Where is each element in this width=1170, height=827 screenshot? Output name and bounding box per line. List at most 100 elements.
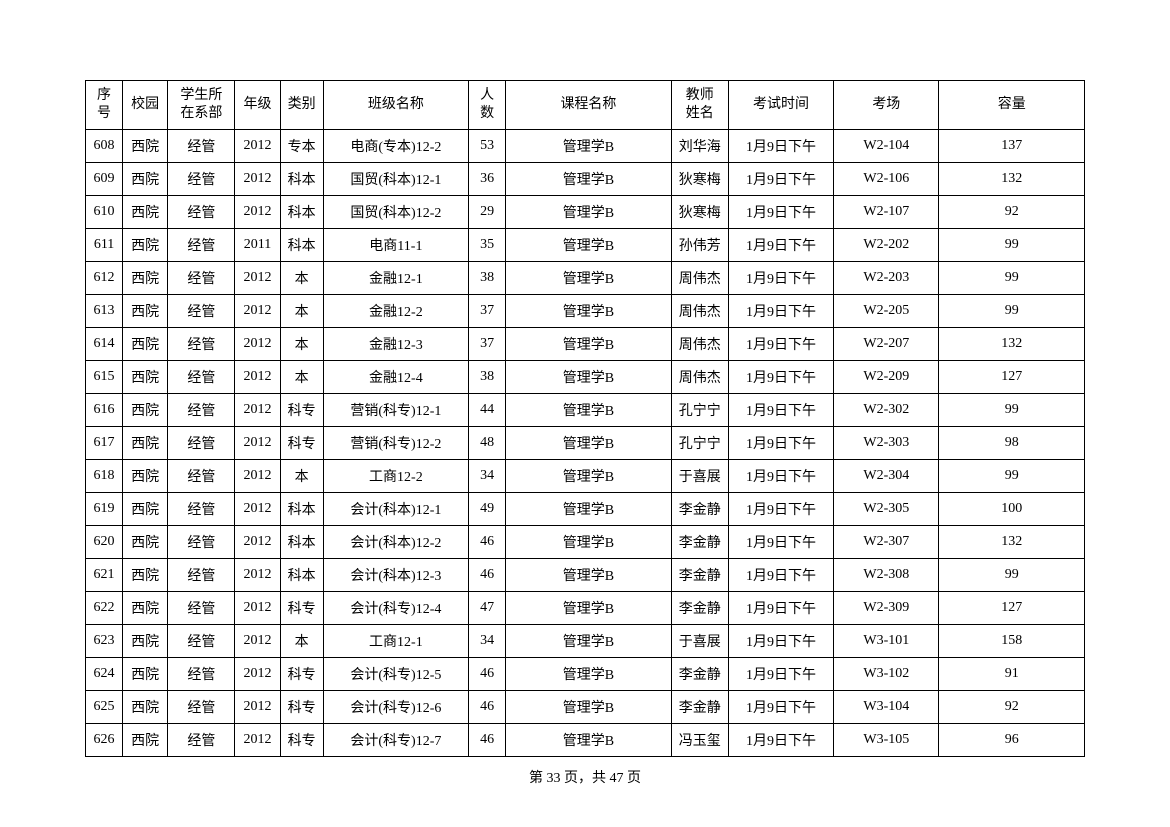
cell-course: 管理学B xyxy=(506,592,671,625)
table-header: 序号 校园 学生所在系部 年级 类别 班级名称 人数 课程名称 教师姓名 考试时… xyxy=(86,81,1085,130)
cell-dept: 经管 xyxy=(168,262,235,295)
cell-class: 电商(专本)12-2 xyxy=(323,130,468,163)
cell-class: 金融12-4 xyxy=(323,361,468,394)
cell-capacity: 98 xyxy=(939,427,1085,460)
table-row: 619西院经管2012科本会计(科本)12-149管理学B李金静1月9日下午W2… xyxy=(86,493,1085,526)
table-row: 610西院经管2012科本国贸(科本)12-229管理学B狄寒梅1月9日下午W2… xyxy=(86,196,1085,229)
cell-type: 本 xyxy=(280,262,323,295)
cell-room: W2-104 xyxy=(834,130,939,163)
cell-count: 44 xyxy=(469,394,506,427)
exam-schedule-table: 序号 校园 学生所在系部 年级 类别 班级名称 人数 课程名称 教师姓名 考试时… xyxy=(85,80,1085,757)
cell-seq: 620 xyxy=(86,526,123,559)
cell-class: 会计(科本)12-3 xyxy=(323,559,468,592)
header-room: 考场 xyxy=(834,81,939,130)
cell-count: 46 xyxy=(469,559,506,592)
cell-course: 管理学B xyxy=(506,130,671,163)
cell-teacher: 孙伟芳 xyxy=(671,229,728,262)
cell-capacity: 132 xyxy=(939,328,1085,361)
cell-capacity: 99 xyxy=(939,229,1085,262)
cell-count: 47 xyxy=(469,592,506,625)
cell-dept: 经管 xyxy=(168,295,235,328)
cell-teacher: 周伟杰 xyxy=(671,361,728,394)
cell-course: 管理学B xyxy=(506,724,671,757)
cell-room: W2-309 xyxy=(834,592,939,625)
cell-course: 管理学B xyxy=(506,658,671,691)
cell-course: 管理学B xyxy=(506,361,671,394)
cell-dept: 经管 xyxy=(168,361,235,394)
cell-grade: 2012 xyxy=(235,493,280,526)
cell-campus: 西院 xyxy=(123,691,168,724)
cell-room: W2-205 xyxy=(834,295,939,328)
cell-seq: 613 xyxy=(86,295,123,328)
cell-dept: 经管 xyxy=(168,394,235,427)
cell-course: 管理学B xyxy=(506,328,671,361)
cell-time: 1月9日下午 xyxy=(728,130,833,163)
cell-time: 1月9日下午 xyxy=(728,658,833,691)
cell-type: 科专 xyxy=(280,724,323,757)
cell-dept: 经管 xyxy=(168,724,235,757)
cell-type: 科专 xyxy=(280,658,323,691)
cell-campus: 西院 xyxy=(123,163,168,196)
cell-capacity: 99 xyxy=(939,460,1085,493)
cell-class: 金融12-2 xyxy=(323,295,468,328)
cell-capacity: 100 xyxy=(939,493,1085,526)
cell-type: 科本 xyxy=(280,559,323,592)
cell-grade: 2012 xyxy=(235,295,280,328)
cell-type: 科专 xyxy=(280,592,323,625)
page-footer: 第 33 页，共 47 页 xyxy=(0,767,1170,787)
cell-class: 国贸(科本)12-2 xyxy=(323,196,468,229)
table-row: 622西院经管2012科专会计(科专)12-447管理学B李金静1月9日下午W2… xyxy=(86,592,1085,625)
cell-dept: 经管 xyxy=(168,493,235,526)
cell-room: W2-308 xyxy=(834,559,939,592)
cell-teacher: 于喜展 xyxy=(671,625,728,658)
table-row: 623西院经管2012本工商12-134管理学B于喜展1月9日下午W3-1011… xyxy=(86,625,1085,658)
cell-capacity: 132 xyxy=(939,163,1085,196)
cell-course: 管理学B xyxy=(506,262,671,295)
cell-count: 34 xyxy=(469,625,506,658)
cell-class: 电商11-1 xyxy=(323,229,468,262)
cell-capacity: 99 xyxy=(939,262,1085,295)
cell-class: 营销(科专)12-1 xyxy=(323,394,468,427)
cell-time: 1月9日下午 xyxy=(728,229,833,262)
cell-seq: 611 xyxy=(86,229,123,262)
table-row: 618西院经管2012本工商12-234管理学B于喜展1月9日下午W2-3049… xyxy=(86,460,1085,493)
cell-time: 1月9日下午 xyxy=(728,724,833,757)
cell-class: 会计(科本)12-2 xyxy=(323,526,468,559)
cell-room: W2-107 xyxy=(834,196,939,229)
cell-room: W2-202 xyxy=(834,229,939,262)
cell-room: W3-104 xyxy=(834,691,939,724)
cell-class: 金融12-3 xyxy=(323,328,468,361)
page-number: 第 33 页，共 47 页 xyxy=(529,771,641,786)
cell-course: 管理学B xyxy=(506,427,671,460)
cell-grade: 2012 xyxy=(235,427,280,460)
cell-count: 29 xyxy=(469,196,506,229)
cell-room: W2-302 xyxy=(834,394,939,427)
cell-grade: 2011 xyxy=(235,229,280,262)
cell-teacher: 周伟杰 xyxy=(671,295,728,328)
table-row: 611西院经管2011科本电商11-135管理学B孙伟芳1月9日下午W2-202… xyxy=(86,229,1085,262)
cell-type: 科专 xyxy=(280,394,323,427)
cell-seq: 614 xyxy=(86,328,123,361)
cell-campus: 西院 xyxy=(123,493,168,526)
table-row: 608西院经管2012专本电商(专本)12-253管理学B刘华海1月9日下午W2… xyxy=(86,130,1085,163)
cell-course: 管理学B xyxy=(506,196,671,229)
cell-capacity: 96 xyxy=(939,724,1085,757)
cell-seq: 624 xyxy=(86,658,123,691)
cell-grade: 2012 xyxy=(235,196,280,229)
cell-dept: 经管 xyxy=(168,691,235,724)
cell-dept: 经管 xyxy=(168,460,235,493)
cell-time: 1月9日下午 xyxy=(728,427,833,460)
header-campus: 校园 xyxy=(123,81,168,130)
cell-grade: 2012 xyxy=(235,724,280,757)
cell-dept: 经管 xyxy=(168,163,235,196)
cell-course: 管理学B xyxy=(506,493,671,526)
cell-count: 34 xyxy=(469,460,506,493)
cell-type: 本 xyxy=(280,295,323,328)
cell-grade: 2012 xyxy=(235,394,280,427)
cell-room: W3-105 xyxy=(834,724,939,757)
cell-dept: 经管 xyxy=(168,559,235,592)
cell-capacity: 132 xyxy=(939,526,1085,559)
page-container: 序号 校园 学生所在系部 年级 类别 班级名称 人数 课程名称 教师姓名 考试时… xyxy=(0,0,1170,757)
cell-time: 1月9日下午 xyxy=(728,625,833,658)
cell-type: 本 xyxy=(280,460,323,493)
